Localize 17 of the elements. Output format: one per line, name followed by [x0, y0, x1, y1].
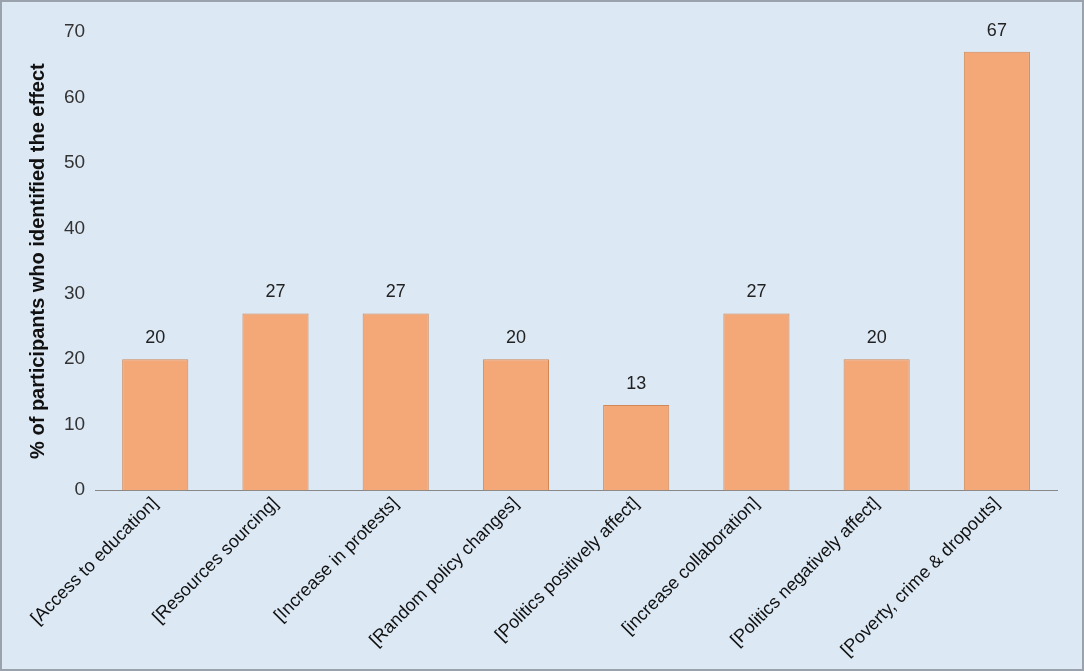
- data-label: 67: [986, 19, 1007, 40]
- data-label: 20: [145, 327, 166, 348]
- data-label: 27: [746, 281, 767, 302]
- data-label: 20: [866, 327, 887, 348]
- data-label: 13: [626, 373, 647, 394]
- y-tick-label: 0: [74, 478, 86, 500]
- y-tick-label: 20: [63, 347, 86, 369]
- y-axis-title: % of participants who identified the effect: [25, 62, 48, 459]
- data-label: 27: [385, 281, 406, 302]
- data-label: 27: [265, 281, 286, 302]
- y-tick-label: 30: [63, 282, 86, 304]
- y-tick-label: 10: [63, 412, 86, 434]
- y-tick-label: 40: [63, 216, 86, 238]
- data-label: 20: [505, 327, 526, 348]
- y-tick-label: 60: [63, 85, 86, 107]
- y-tick-label: 50: [63, 151, 86, 173]
- y-tick-label: 70: [63, 20, 86, 42]
